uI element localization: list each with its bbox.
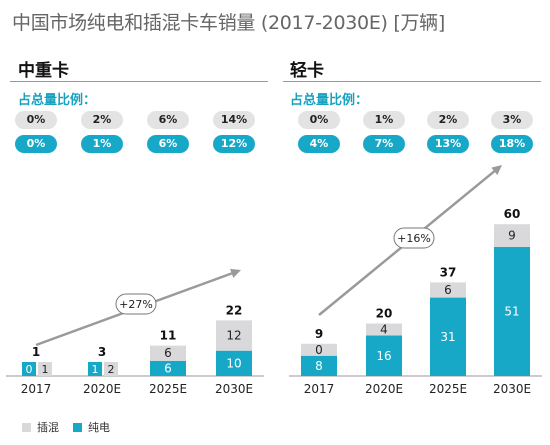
legend-swatch-phev <box>22 422 31 432</box>
bar-phev <box>38 362 52 376</box>
x-tick-label: 2025E <box>429 382 467 396</box>
bar-total: 60 <box>504 207 521 221</box>
share-pill-bev: 6% <box>147 135 189 153</box>
bar-value-phev: 0 <box>315 343 323 357</box>
bar-phev <box>430 282 466 298</box>
share-pill-phev: 0% <box>298 111 340 129</box>
bar-value-bev: 6 <box>164 361 172 375</box>
growth-arrow-head <box>230 268 241 278</box>
growth-label-bubble <box>393 227 435 249</box>
share-pill-phev: 2% <box>81 111 123 129</box>
share-pill-phev: 3% <box>491 111 533 129</box>
bar-value-bev: 1 <box>92 363 99 376</box>
bar-bev <box>216 350 252 376</box>
legend-label-phev: 插混 <box>37 421 59 434</box>
bar-bev <box>430 297 466 376</box>
share-label: 占总量比例： <box>18 93 97 108</box>
bar-total: 1 <box>32 345 40 359</box>
legend-label-bev: 纯电 <box>88 421 110 434</box>
x-tick-label: 2017 <box>21 382 52 396</box>
bar-total: 3 <box>98 345 106 359</box>
bar-value-bev: 31 <box>440 330 455 344</box>
bar-bev <box>366 335 402 376</box>
share-pill-bev: 18% <box>491 135 533 153</box>
growth-label: +16% <box>397 232 431 245</box>
bar-total: 11 <box>160 329 177 343</box>
chart-light: +16% 8 0 9 2017 16 4 20 2020E 31 6 37 2025E 51 9 60 2030… <box>289 165 542 396</box>
share-label: 占总量比例： <box>290 93 369 108</box>
bar-value-phev: 1 <box>42 363 49 376</box>
bar-value-phev: 6 <box>164 346 172 360</box>
share-pill-bev: 7% <box>363 135 405 153</box>
bar-bev <box>22 362 36 376</box>
x-tick-label: 2030E <box>493 382 531 396</box>
panel-divider <box>10 81 268 82</box>
bar-phev <box>216 320 252 351</box>
share-pill-bev: 1% <box>81 135 123 153</box>
bar-phev <box>301 343 337 356</box>
bar-value-phev: 4 <box>380 323 388 337</box>
bar-phev <box>104 362 118 376</box>
bar-value-phev: 9 <box>508 229 516 243</box>
bar-value-bev: 51 <box>504 304 519 318</box>
bar-value-phev: 2 <box>108 363 115 376</box>
share-pill-bev: 13% <box>427 135 469 153</box>
bar-value-bev: 10 <box>226 356 241 370</box>
x-tick-label: 2030E <box>215 382 253 396</box>
legend-swatch-bev <box>73 422 82 432</box>
bar-bev <box>301 355 337 376</box>
bar-total: 22 <box>226 303 243 317</box>
growth-label: +27% <box>119 298 153 311</box>
bar-value-bev: 0 <box>26 363 33 376</box>
share-pill-bev: 4% <box>298 135 340 153</box>
bar-bev <box>150 360 186 376</box>
bar-phev <box>366 323 402 336</box>
share-pill-phev: 14% <box>213 111 255 129</box>
bar-value-phev: 12 <box>226 329 241 343</box>
panel-divider <box>283 81 541 82</box>
legend-bev: 纯电 <box>73 419 110 435</box>
x-tick-label: 2017 <box>304 382 335 396</box>
x-tick-label: 2020E <box>83 382 121 396</box>
bar-total: 20 <box>376 307 393 321</box>
bar-bev <box>494 246 530 376</box>
bar-total: 37 <box>440 265 457 279</box>
bar-value-bev: 8 <box>315 359 323 373</box>
bar-total: 9 <box>315 327 323 341</box>
share-pill-phev: 6% <box>147 111 189 129</box>
panel-title-heavy: 中重卡 <box>18 61 69 81</box>
x-tick-label: 2020E <box>365 382 403 396</box>
x-tick-label: 2025E <box>149 382 187 396</box>
share-pill-bev: 12% <box>213 135 255 153</box>
legend-phev: 插混 <box>22 419 59 435</box>
share-pill-phev: 1% <box>363 111 405 129</box>
bar-phev <box>150 345 186 361</box>
growth-label-bubble <box>115 293 157 315</box>
share-pill-phev: 2% <box>427 111 469 129</box>
bar-phev <box>494 224 530 247</box>
bar-bev <box>88 362 102 376</box>
bar-value-phev: 6 <box>444 283 452 297</box>
growth-arrow-head <box>491 165 502 175</box>
share-pill-phev: 0% <box>15 111 57 129</box>
chart-title: 中国市场纯电和插混卡车销量 (2017-2030E) [万辆] <box>12 12 445 34</box>
panel-title-light: 轻卡 <box>290 61 324 81</box>
bar-value-bev: 16 <box>376 349 391 363</box>
share-pill-bev: 0% <box>15 135 57 153</box>
